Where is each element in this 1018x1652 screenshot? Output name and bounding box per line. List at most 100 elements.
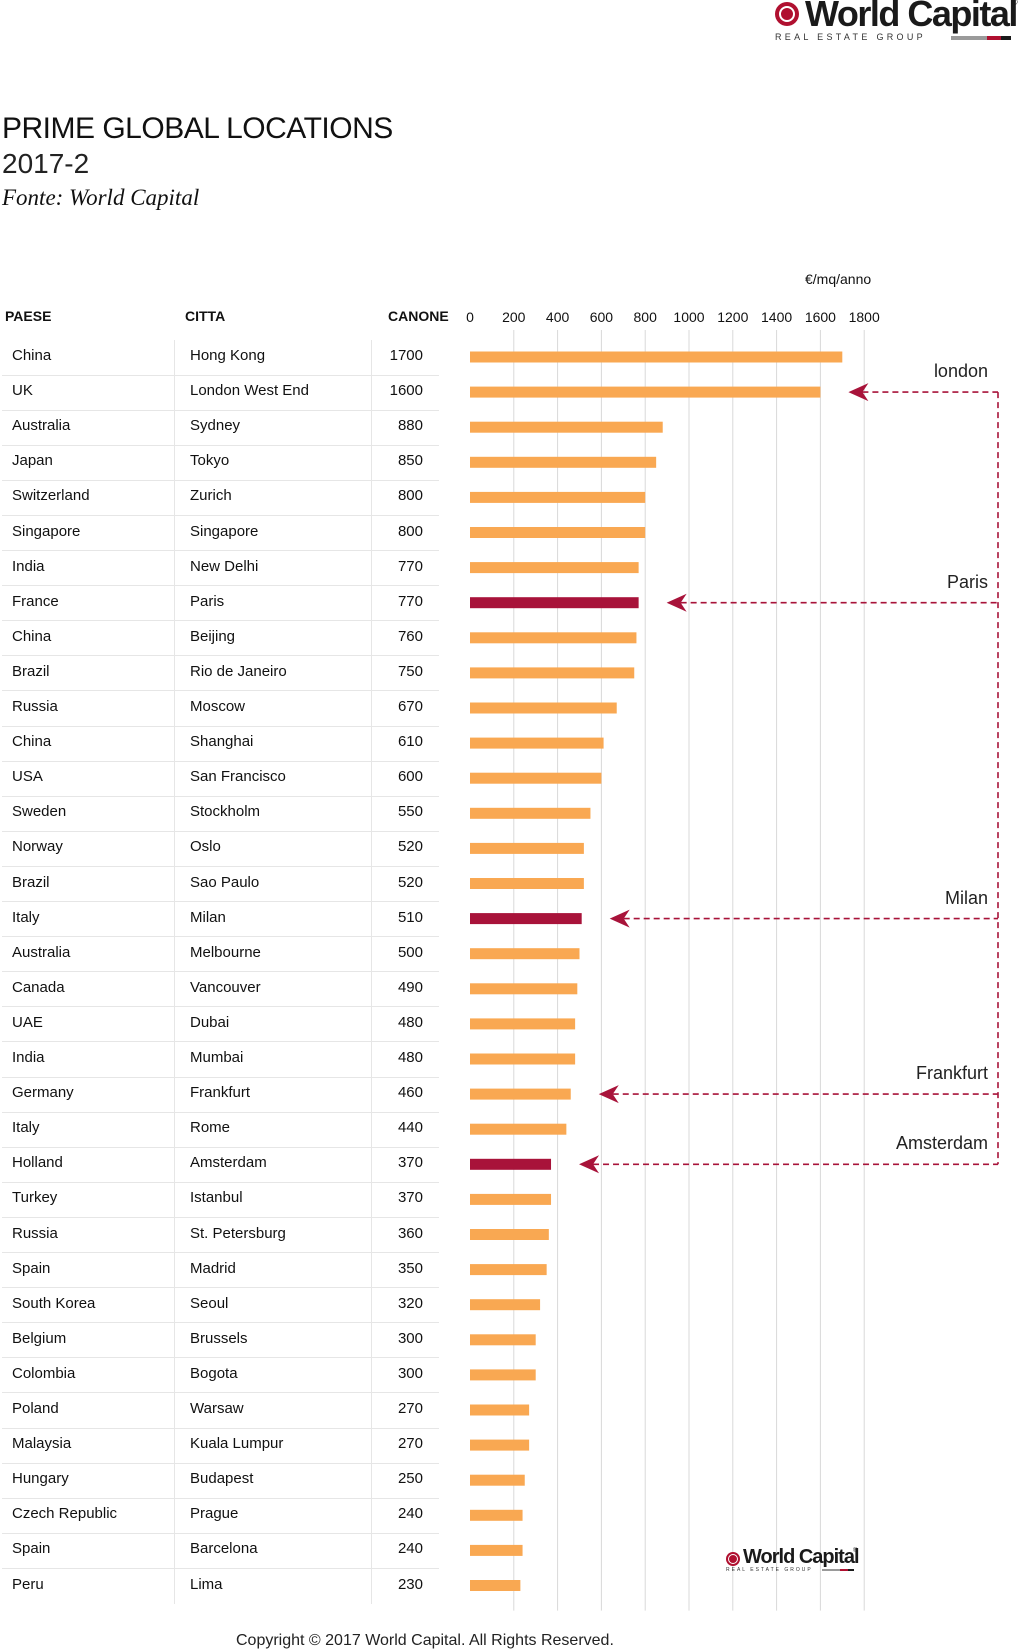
- bar-beijing: [470, 632, 637, 644]
- bar-rome: [470, 1123, 567, 1135]
- city-cell: Mumbai: [190, 1049, 244, 1066]
- logo-wordmark: World Capital: [805, 0, 1018, 34]
- rent-cell: 270: [397, 1435, 423, 1453]
- rent-cell: 1600: [389, 382, 423, 400]
- city-cell: Vancouver: [190, 978, 261, 996]
- country-cell: China: [12, 627, 52, 645]
- city-cell: St. Petersburg: [190, 1224, 286, 1242]
- rent-cell: 360: [397, 1224, 423, 1242]
- rent-cell: 520: [397, 873, 423, 891]
- logo-stripe-red: [840, 1569, 848, 1571]
- row-divider: [2, 409, 439, 411]
- row-divider: [2, 1322, 439, 1324]
- city-cell: Moscow: [190, 698, 246, 715]
- row-divider: [2, 1181, 439, 1183]
- country-cell: Hungary: [12, 1470, 69, 1488]
- country-cell: Norway: [12, 838, 63, 856]
- x-tick-label: 200: [502, 309, 526, 325]
- arrow-left-icon: [609, 909, 630, 928]
- rent-cell: 770: [397, 557, 423, 575]
- x-tick-label: 1600: [805, 309, 836, 325]
- rent-cell: 300: [397, 1329, 423, 1347]
- world-capital-logo: World Capital ® REAL ESTATE GROUP: [775, 0, 1018, 44]
- copyright-notice: Copyright © 2017 World Capital. All Righ…: [236, 1632, 614, 1649]
- registered-mark: ®: [853, 1548, 858, 1554]
- bar-zurich: [470, 491, 646, 503]
- rent-cell: 230: [397, 1575, 423, 1593]
- rent-cell: 440: [397, 1119, 423, 1137]
- country-cell: Peru: [12, 1575, 44, 1593]
- bar-moscow: [470, 702, 617, 714]
- bar-melbourne: [470, 948, 580, 960]
- bar-mumbai: [470, 1053, 576, 1065]
- bar-lima: [470, 1580, 521, 1591]
- callout-label: Paris: [946, 571, 988, 592]
- row-divider: [2, 550, 439, 552]
- country-cell: Turkey: [12, 1189, 58, 1207]
- x-tick-label: 400: [546, 309, 570, 325]
- rent-cell: 1700: [389, 347, 423, 364]
- bar-istanbul: [470, 1193, 552, 1205]
- row-divider: [2, 971, 439, 973]
- bar-hong-kong: [470, 351, 843, 363]
- row-divider: [2, 1532, 439, 1534]
- row-divider: [2, 1357, 439, 1359]
- rent-cell: 550: [397, 803, 423, 821]
- period-label: 2017-2: [2, 148, 90, 179]
- city-cell: New Delhi: [190, 557, 259, 575]
- x-tick-label: 1000: [673, 309, 704, 325]
- country-cell: Russia: [12, 698, 58, 715]
- column-header-country: PAESE: [5, 308, 52, 324]
- country-cell: China: [12, 347, 52, 364]
- country-cell: Brazil: [12, 662, 50, 680]
- city-cell: Budapest: [190, 1470, 254, 1488]
- logo-group-text: REAL ESTATE GROUP: [726, 1567, 813, 1573]
- logo-stripe-gray: [951, 36, 987, 40]
- city-cell: Amsterdam: [190, 1154, 267, 1172]
- x-tick-label: 600: [590, 309, 614, 325]
- rent-cell: 300: [397, 1364, 423, 1382]
- logo-stripe-dark: [848, 1569, 854, 1571]
- bar-prague: [470, 1509, 523, 1521]
- x-tick-label: 0: [466, 309, 474, 325]
- country-cell: Brazil: [12, 873, 50, 891]
- country-cell: Australia: [12, 417, 71, 435]
- city-cell: Sydney: [190, 417, 241, 435]
- rent-cell: 270: [397, 1400, 423, 1417]
- row-divider: [2, 865, 439, 867]
- arrow-left-icon: [666, 593, 687, 612]
- city-cell: Singapore: [190, 522, 259, 540]
- bar-new-delhi: [470, 562, 639, 574]
- country-cell: Switzerland: [12, 487, 90, 505]
- globe-icon: [726, 1552, 740, 1566]
- bar-vancouver: [470, 983, 578, 995]
- logo-group-text: REAL ESTATE GROUP: [775, 32, 926, 42]
- country-cell: Belgium: [12, 1329, 67, 1347]
- city-cell: Brussels: [190, 1329, 248, 1347]
- country-cell: UAE: [12, 1013, 43, 1031]
- country-cell: Spain: [12, 1259, 51, 1277]
- country-cell: Sweden: [12, 803, 67, 821]
- row-divider: [2, 725, 439, 727]
- rent-cell: 490: [397, 978, 423, 996]
- city-cell: Prague: [190, 1505, 239, 1523]
- rent-cell: 670: [397, 698, 423, 715]
- city-cell: Lima: [190, 1575, 223, 1593]
- country-cell: India: [12, 557, 45, 575]
- country-cell: Colombia: [12, 1364, 76, 1382]
- logo-stripe-dark: [1001, 36, 1011, 40]
- x-tick-label: 1400: [761, 309, 792, 325]
- row-divider: [2, 830, 439, 832]
- arrow-left-icon: [848, 383, 869, 402]
- city-cell: Hong Kong: [190, 347, 266, 364]
- bar-st-petersburg: [470, 1229, 549, 1240]
- country-cell: Italy: [12, 908, 40, 926]
- rent-cell: 460: [397, 1084, 423, 1102]
- rent-cell: 320: [397, 1294, 423, 1312]
- rent-cell: 250: [397, 1470, 423, 1488]
- x-tick-label: 1800: [849, 309, 880, 325]
- country-cell: China: [12, 733, 52, 751]
- row-divider: [2, 1427, 439, 1429]
- rent-cell: 480: [397, 1013, 423, 1031]
- country-cell: Czech Republic: [12, 1505, 118, 1523]
